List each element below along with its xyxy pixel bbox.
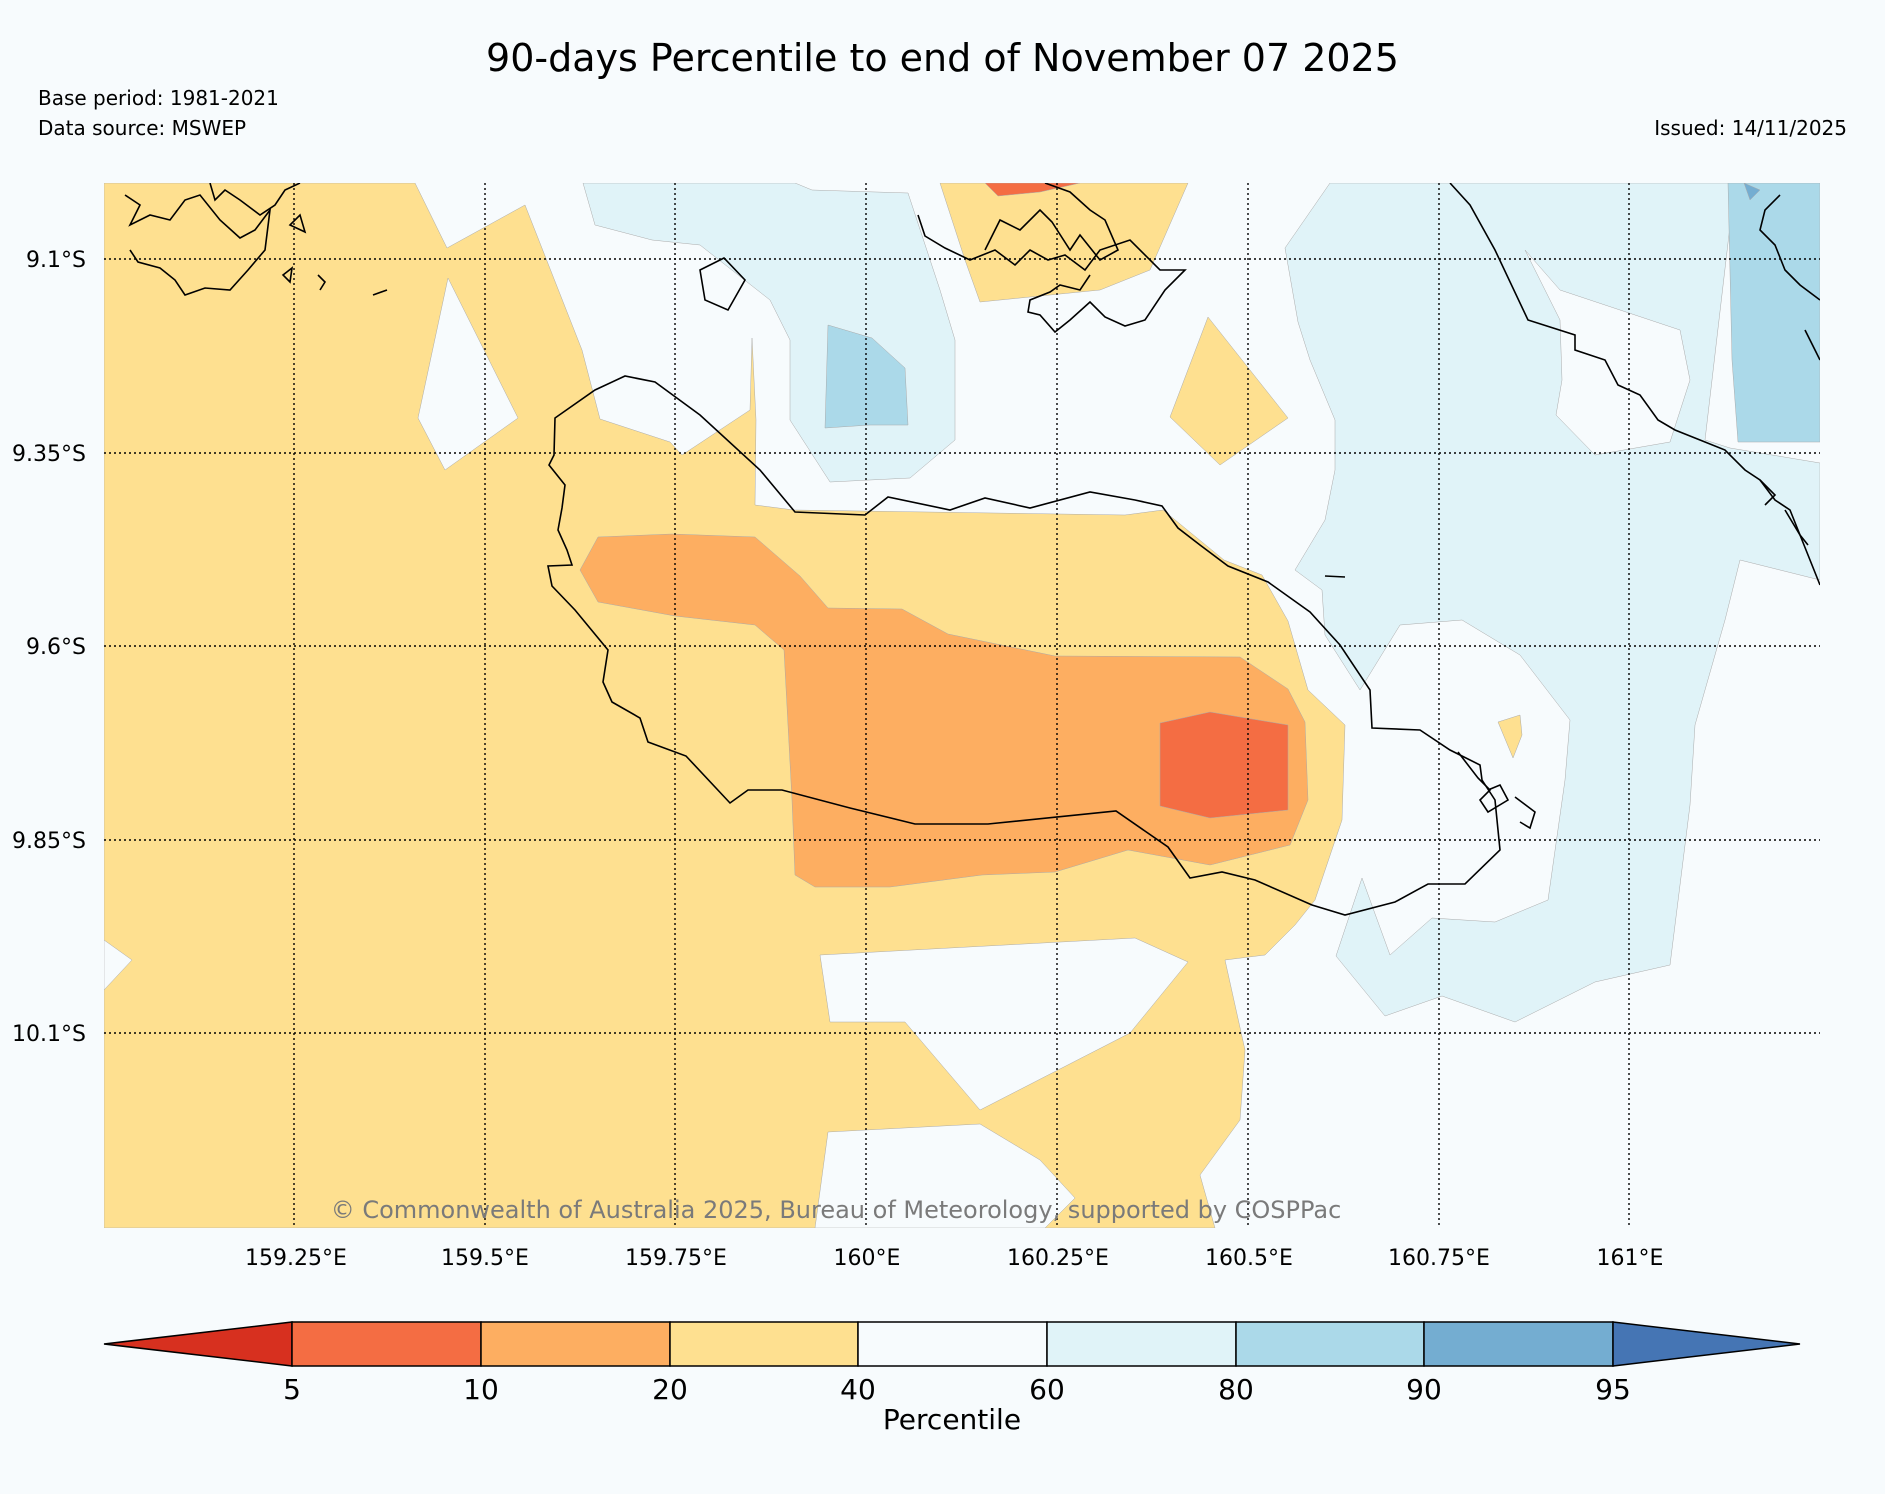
lat-label: 9.85°S xyxy=(12,829,86,854)
coastline-savo xyxy=(699,257,746,312)
colorbar-bin-5-10 xyxy=(291,1321,482,1367)
coastline-russell xyxy=(124,194,272,296)
contour-80-90-ne xyxy=(1727,183,1820,443)
contour-10-20 xyxy=(579,533,1309,888)
coastline-islet-1 xyxy=(288,213,307,234)
copyright-text: © Commonwealth of Australia 2025, Bureau… xyxy=(331,1196,1342,1224)
colorbar-tick: 60 xyxy=(1029,1373,1065,1406)
issued-date-text: Issued: 14/11/2025 xyxy=(1654,116,1847,140)
coastline-islet-3 xyxy=(317,274,327,291)
contour-40-60-hole-3 xyxy=(814,1123,1076,1228)
colorbar-bin-10-20 xyxy=(480,1321,671,1367)
lat-label: 10.1°S xyxy=(12,1022,86,1047)
coastline-islet-4 xyxy=(372,289,388,296)
longitude-labels: 159.25°E 159.5°E 159.75°E 160°E 160.25°E… xyxy=(245,1246,1663,1271)
colorbar-tick: 90 xyxy=(1406,1373,1442,1406)
lon-label: 161°E xyxy=(1597,1246,1664,1271)
map-title: 90-days Percentile to end of November 07… xyxy=(486,36,1399,80)
colorbar-tick: 40 xyxy=(840,1373,876,1406)
colorbar-bin-20-40 xyxy=(669,1321,859,1367)
coastline-florida-islands xyxy=(917,214,1187,334)
data-source-text: Data source: MSWEP xyxy=(38,116,247,140)
contour-20-40-north xyxy=(939,183,1189,303)
colorbar-tick: 80 xyxy=(1218,1373,1254,1406)
colorbar xyxy=(103,1321,1801,1367)
lon-label: 159.5°E xyxy=(441,1246,529,1271)
contour-60-80-east xyxy=(1284,183,1820,1023)
colorbar-tick: 5 xyxy=(283,1373,301,1406)
colorbar-bin-90-95 xyxy=(1423,1321,1614,1367)
coastline-marau xyxy=(1457,751,1510,814)
coastline-islet-5 xyxy=(1324,575,1346,578)
contour-20-40-islet xyxy=(1169,316,1289,466)
lat-label: 9.35°S xyxy=(12,442,86,467)
lat-label: 9.6°S xyxy=(26,635,86,660)
percentile-map xyxy=(104,183,1820,1228)
gridlines xyxy=(104,183,1820,1228)
lat-label: 9.1°S xyxy=(26,248,86,273)
colorbar-extend-low xyxy=(103,1321,293,1367)
contour-40-60-hole-2 xyxy=(819,937,1189,1111)
coastline-malaita-islets-4 xyxy=(1784,509,1809,546)
colorbar-bin-80-90 xyxy=(1235,1321,1425,1367)
coastline-russell-2 xyxy=(209,183,301,216)
coastline-islet-2 xyxy=(281,266,294,284)
contour-90-95-ne xyxy=(1743,183,1761,201)
colorbar-extend-high xyxy=(1612,1321,1801,1367)
colorbar-label: Percentile xyxy=(883,1403,1021,1436)
colorbar-bin-60-80 xyxy=(1046,1321,1237,1367)
lon-label: 159.75°E xyxy=(625,1246,727,1271)
contour-20-40-east xyxy=(1497,714,1523,759)
contour-40-60-east-hole xyxy=(1524,249,1691,456)
lon-label: 160°E xyxy=(834,1246,901,1271)
latitude-labels: 9.1°S 9.35°S 9.6°S 9.85°S 10.1°S xyxy=(12,248,86,1047)
contour-80-90-central xyxy=(824,324,909,429)
lon-label: 160.5°E xyxy=(1205,1246,1293,1271)
lon-label: 160.75°E xyxy=(1388,1246,1490,1271)
contour-40-60-hole-1 xyxy=(417,277,519,471)
coastlines xyxy=(124,183,1820,916)
colorbar-bin-40-60 xyxy=(857,1321,1048,1367)
coastline-guadalcanal xyxy=(547,375,1501,916)
colorbar-tick: 10 xyxy=(463,1373,499,1406)
contour-5-10 xyxy=(1159,711,1289,819)
lon-label: 160.25°E xyxy=(1007,1246,1109,1271)
colorbar-tick: 95 xyxy=(1595,1373,1631,1406)
colorbar-ticks: 5 10 20 40 60 80 90 95 xyxy=(283,1373,1631,1406)
coastline-malaita-islets-3 xyxy=(1759,479,1777,506)
colorbar-tick: 20 xyxy=(652,1373,688,1406)
lon-label: 159.25°E xyxy=(245,1246,347,1271)
coastline-nggela xyxy=(984,183,1120,262)
coastline-malaita-islets xyxy=(1759,194,1820,301)
coastline-marau-2 xyxy=(1514,796,1536,830)
coastline-malaita-islets-2 xyxy=(1804,329,1820,361)
base-period-text: Base period: 1981-2021 xyxy=(38,86,279,110)
contour-40-60-hole-4 xyxy=(104,939,133,991)
